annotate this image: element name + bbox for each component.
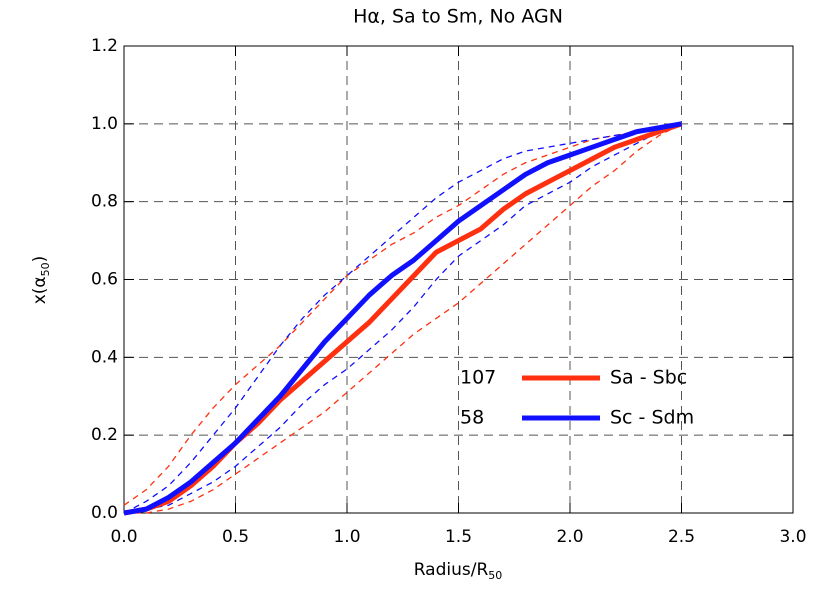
y-tick-label: 0.2 — [91, 425, 118, 445]
plot-frame — [123, 45, 794, 514]
x-tick-label: 2.0 — [556, 527, 583, 547]
y-tick-label: 1.0 — [91, 114, 118, 134]
legend-label: Sa - Sbc — [610, 367, 687, 389]
x-tick-label: 3.0 — [779, 527, 806, 547]
y-tick-label: 0.4 — [91, 347, 118, 367]
chart-title: Hα, Sa to Sm, No AGN — [353, 6, 563, 28]
y-axis-label: x(α50) — [30, 256, 52, 305]
x-label-sub: 50 — [488, 569, 502, 582]
y-label-text: x(α — [30, 276, 50, 304]
legend-count: 107 — [460, 367, 496, 389]
series-line — [123, 123, 682, 514]
x-label-text: Radius/R — [414, 560, 489, 580]
series-line — [123, 123, 682, 506]
y-tick-label: 0.6 — [91, 270, 118, 290]
x-tick-label: 1.5 — [445, 527, 472, 547]
x-axis-label: Radius/R50 — [414, 560, 503, 582]
legend-count: 58 — [460, 407, 484, 429]
y-tick-label: 0.8 — [91, 192, 118, 212]
series-line — [124, 123, 682, 514]
y-tick-label: 1.2 — [91, 36, 118, 56]
series-line — [123, 121, 682, 516]
x-tick-label: 1.0 — [333, 527, 360, 547]
x-tick-label: 0.0 — [110, 527, 137, 547]
x-tick-label: 2.5 — [668, 527, 695, 547]
series-line — [123, 123, 682, 514]
y-label-sub: 50 — [39, 262, 52, 276]
y-label-tail: ) — [30, 256, 50, 263]
legend-label: Sc - Sdm — [610, 407, 694, 429]
y-tick-label: 0.0 — [91, 503, 118, 523]
x-tick-label: 0.5 — [222, 527, 249, 547]
